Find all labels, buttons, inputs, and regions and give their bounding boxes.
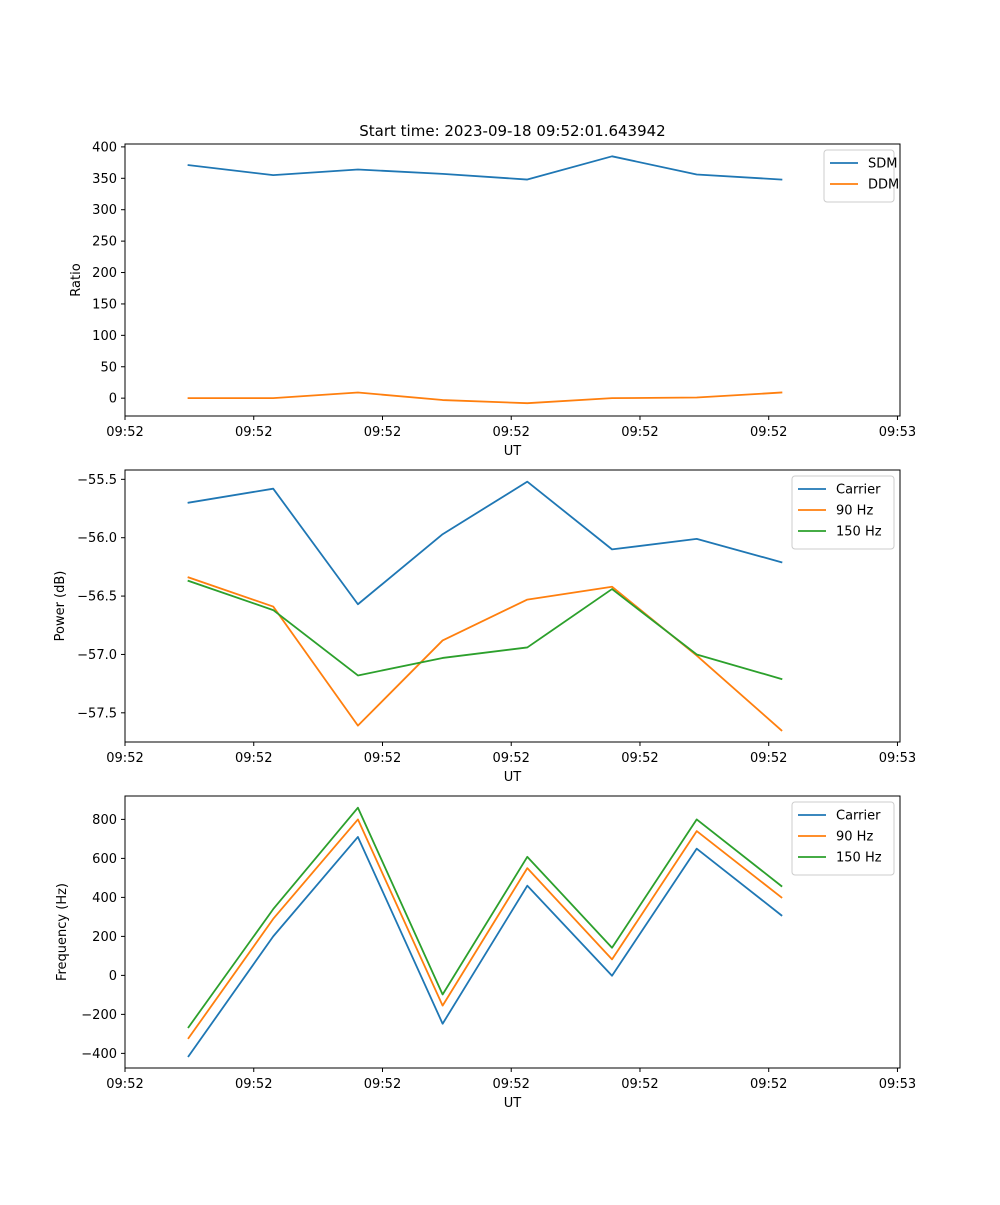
y-tick-label: −55.5 bbox=[77, 473, 117, 488]
y-axis-label: Frequency (Hz) bbox=[55, 883, 70, 981]
figure-title: Start time: 2023-09-18 09:52:01.643942 bbox=[359, 122, 665, 140]
chart-panel-power: 09:52 09:52 09:52 09:52 09:52 09:52 09:53 −57.5… bbox=[53, 469, 916, 785]
legend-label: Carrier bbox=[836, 809, 881, 824]
x-tick-label: 09:52 bbox=[750, 1077, 787, 1092]
x-tick-label: 09:52 bbox=[106, 425, 143, 440]
chart-panel-ratio: 09:52 09:52 09:52 09:52 09:52 09:52 09:53 0 50 10… bbox=[69, 140, 916, 459]
y-tick-label: −200 bbox=[81, 1008, 117, 1023]
y-axis-label: Ratio bbox=[69, 263, 84, 296]
y-tick-label: −56.5 bbox=[77, 590, 117, 605]
series-line-frequency-carrier bbox=[187, 836, 783, 1058]
y-tick-label: 350 bbox=[92, 172, 117, 187]
x-tick-label: 09:52 bbox=[106, 751, 143, 766]
y-tick-label: 200 bbox=[92, 266, 117, 281]
x-tick-label: 09:53 bbox=[879, 425, 916, 440]
legend-label: Carrier bbox=[836, 483, 881, 498]
y-tick-label: −57.5 bbox=[77, 706, 117, 721]
plot-frame-power bbox=[124, 469, 901, 743]
y-tick-label: 300 bbox=[92, 203, 117, 218]
y-tick-label: 200 bbox=[92, 930, 117, 945]
legend-label: 150 Hz bbox=[836, 851, 882, 866]
x-tick-label: 09:52 bbox=[750, 751, 787, 766]
x-tick-label: 09:52 bbox=[364, 1077, 401, 1092]
x-tick-label: 09:53 bbox=[879, 1077, 916, 1092]
x-axis-label: UT bbox=[504, 444, 522, 459]
y-tick-label: 100 bbox=[92, 329, 117, 344]
series-line-ratio-sdm bbox=[187, 155, 783, 181]
legend-label: 90 Hz bbox=[836, 830, 873, 845]
legend-label: 90 Hz bbox=[836, 504, 873, 519]
y-tick-label: 0 bbox=[109, 392, 117, 407]
x-tick-label: 09:52 bbox=[492, 1077, 529, 1092]
chart-panel-frequency: 09:52 09:52 09:52 09:52 09:52 09:52 09:53 −400 −… bbox=[55, 795, 916, 1111]
x-tick-label: 09:52 bbox=[621, 1077, 658, 1092]
x-tick-label: 09:52 bbox=[364, 425, 401, 440]
y-tick-label: −56.0 bbox=[77, 531, 117, 546]
y-tick-label: 250 bbox=[92, 235, 117, 250]
y-tick-label: 50 bbox=[100, 360, 117, 375]
y-tick-label: 0 bbox=[109, 969, 117, 984]
y-tick-label: 400 bbox=[92, 140, 117, 155]
legend-power: Carrier 90 Hz 150 Hz bbox=[791, 475, 895, 550]
legend-frequency: Carrier 90 Hz 150 Hz bbox=[791, 801, 895, 876]
series-line-power-150-hz bbox=[187, 579, 783, 681]
x-tick-label: 09:53 bbox=[879, 751, 916, 766]
x-tick-label: 09:52 bbox=[750, 425, 787, 440]
y-tick-label: 150 bbox=[92, 297, 117, 312]
legend-label: SDM bbox=[868, 157, 897, 172]
x-tick-label: 09:52 bbox=[235, 751, 272, 766]
y-tick-label: 400 bbox=[92, 891, 117, 906]
legend-label: DDM bbox=[868, 178, 899, 193]
x-tick-label: 09:52 bbox=[621, 751, 658, 766]
x-tick-label: 09:52 bbox=[235, 1077, 272, 1092]
series-line-frequency-90-hz bbox=[187, 818, 783, 1040]
series-line-power-carrier bbox=[187, 480, 783, 606]
x-tick-label: 09:52 bbox=[492, 751, 529, 766]
series-line-ratio-ddm bbox=[187, 391, 783, 405]
y-axis-label: Power (dB) bbox=[53, 571, 68, 642]
x-tick-label: 09:52 bbox=[106, 1077, 143, 1092]
x-tick-label: 09:52 bbox=[364, 751, 401, 766]
legend-label: 150 Hz bbox=[836, 525, 882, 540]
y-tick-label: −57.0 bbox=[77, 648, 117, 663]
legend-ratio: SDM DDM bbox=[823, 149, 899, 203]
y-tick-label: 800 bbox=[92, 813, 117, 828]
plot-frame-frequency bbox=[124, 795, 901, 1069]
series-line-frequency-150-hz bbox=[187, 806, 783, 1029]
y-tick-label: −400 bbox=[81, 1047, 117, 1062]
x-axis-label: UT bbox=[504, 1096, 522, 1111]
x-tick-label: 09:52 bbox=[492, 425, 529, 440]
x-axis-label: UT bbox=[504, 770, 522, 785]
plot-frame-ratio bbox=[124, 143, 901, 417]
y-tick-label: 600 bbox=[92, 852, 117, 867]
x-tick-label: 09:52 bbox=[621, 425, 658, 440]
x-tick-label: 09:52 bbox=[235, 425, 272, 440]
